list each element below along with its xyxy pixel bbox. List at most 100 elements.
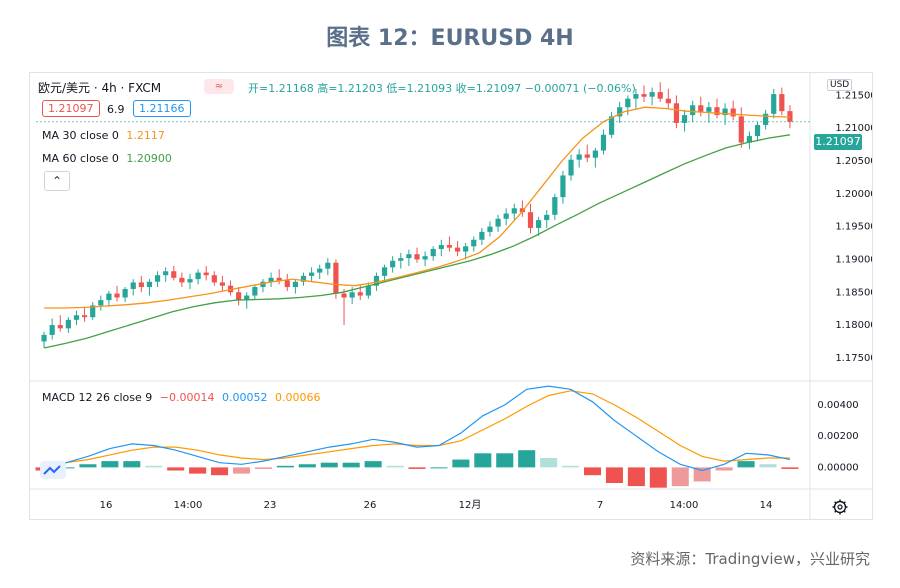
time-tick-label: 23	[264, 500, 277, 511]
candle-body	[738, 116, 744, 143]
gear-icon[interactable]	[831, 498, 849, 516]
candle-body	[779, 94, 785, 112]
macd-legend: MACD 12 26 close 9 −0.00014 0.00052 0.00…	[42, 391, 321, 404]
candle-body	[244, 295, 250, 301]
candle-body	[81, 315, 88, 318]
macd-hist-bar	[298, 464, 316, 468]
macd-hist-bar	[562, 465, 580, 468]
candle-body	[641, 94, 647, 97]
candle-body	[138, 282, 144, 288]
candle-body	[373, 275, 380, 286]
time-tick-label: 26	[364, 500, 377, 511]
candle-body	[657, 92, 663, 99]
macd-hist-bar	[540, 458, 558, 468]
candle-body	[706, 107, 712, 112]
spread-value: 6.9	[107, 103, 125, 116]
candle-body	[681, 115, 688, 123]
candle-body	[503, 213, 509, 219]
candle-body	[511, 208, 517, 214]
bid-price-button[interactable]: 1.21097	[42, 100, 100, 117]
macd-hist-bar	[649, 467, 667, 488]
price-tick-label: 1.21000	[835, 123, 872, 134]
candle-body	[300, 275, 307, 282]
candle-body	[309, 272, 315, 276]
candle-body	[341, 293, 347, 298]
chart-frame[interactable]: 1.17500 1.18000 1.18500 1.19000 1.19500 1.200…	[29, 72, 873, 520]
macd-hist-bar	[342, 462, 360, 468]
candle-body	[552, 197, 558, 215]
macd-hist-bar	[101, 461, 119, 468]
candle-body	[608, 116, 615, 135]
price-tick-label: 1.19000	[835, 254, 872, 265]
currency-label[interactable]: USD	[827, 79, 853, 91]
candle-body	[333, 262, 339, 294]
collapse-legend-button[interactable]: ⌃	[44, 171, 70, 191]
ma30-value: 1.2117	[126, 129, 165, 142]
tradingview-logo-icon[interactable]	[40, 461, 66, 479]
macd-hist-bar	[79, 464, 97, 468]
candle-body	[292, 281, 298, 288]
candle-body	[106, 293, 112, 301]
price-tick-label: 1.17500	[835, 353, 872, 364]
candle-body	[600, 134, 607, 151]
compare-toggle[interactable]: ≈	[204, 79, 234, 94]
macd-hist-bar	[474, 453, 492, 468]
macd-hist-value: −0.00014	[159, 391, 215, 404]
macd-hist-bar	[693, 467, 711, 482]
macd-hist-bar	[605, 467, 623, 483]
candle-body	[430, 248, 436, 257]
candle-body	[57, 325, 63, 329]
candle-body	[787, 111, 793, 122]
macd-hist-bar	[232, 467, 251, 474]
candle-body	[146, 281, 153, 288]
candle-body	[284, 280, 290, 288]
candle-body	[479, 231, 485, 240]
time-tick-label: 14:00	[670, 500, 699, 511]
candle-body	[357, 292, 363, 296]
ma30-label: MA 30 close 0	[42, 129, 119, 142]
candle-body	[536, 220, 542, 228]
candle-body	[544, 214, 550, 221]
candle-body	[438, 245, 444, 249]
candle-body	[527, 212, 534, 228]
source-note: 资料来源：Tradingview，兴业研究	[630, 550, 870, 568]
candle-body	[771, 94, 777, 114]
candle-body	[219, 282, 226, 286]
macd-line-value: 0.00052	[222, 391, 268, 404]
macd-hist-bar	[583, 467, 602, 476]
candle-body	[414, 254, 420, 260]
candle-body	[195, 272, 201, 280]
macd-hist-bar	[671, 467, 689, 487]
candle-body	[268, 277, 274, 282]
candle-body	[665, 98, 671, 104]
candle-body	[317, 268, 323, 273]
ask-price-button[interactable]: 1.21166	[133, 100, 191, 117]
macd-hist-bar	[759, 464, 777, 468]
candle-body	[649, 92, 655, 97]
candle-body	[390, 260, 396, 268]
candle-body	[714, 107, 720, 116]
figure-title: 图表 12：EURUSD 4H	[326, 26, 574, 51]
macd-tick-label: 0.00200	[817, 431, 858, 442]
price-tick-label: 1.20000	[835, 189, 872, 200]
macd-tick-label: 0.00000	[817, 462, 858, 473]
candle-body	[754, 124, 761, 137]
symbol-label: 欧元/美元 · 4h · FXCM	[38, 81, 162, 95]
price-tick-label: 1.18000	[835, 320, 872, 331]
candle-body	[90, 305, 96, 318]
candle-body	[633, 94, 639, 99]
candle-body	[179, 277, 185, 283]
macd-line	[43, 385, 791, 472]
candle-body	[673, 103, 680, 123]
macd-hist-bar	[145, 465, 163, 468]
candle-body	[98, 300, 104, 306]
macd-hist-bar	[167, 467, 185, 471]
macd-signal-value: 0.00066	[275, 391, 321, 404]
candle-body	[625, 98, 631, 108]
price-chart-svg[interactable]: 1.17500 1.18000 1.18500 1.19000 1.19500 1.200…	[30, 73, 872, 519]
macd-hist-bar	[408, 467, 426, 469]
candle-body	[763, 113, 769, 125]
candle-body	[276, 277, 282, 281]
toggle-glyph: ≈	[214, 81, 224, 92]
